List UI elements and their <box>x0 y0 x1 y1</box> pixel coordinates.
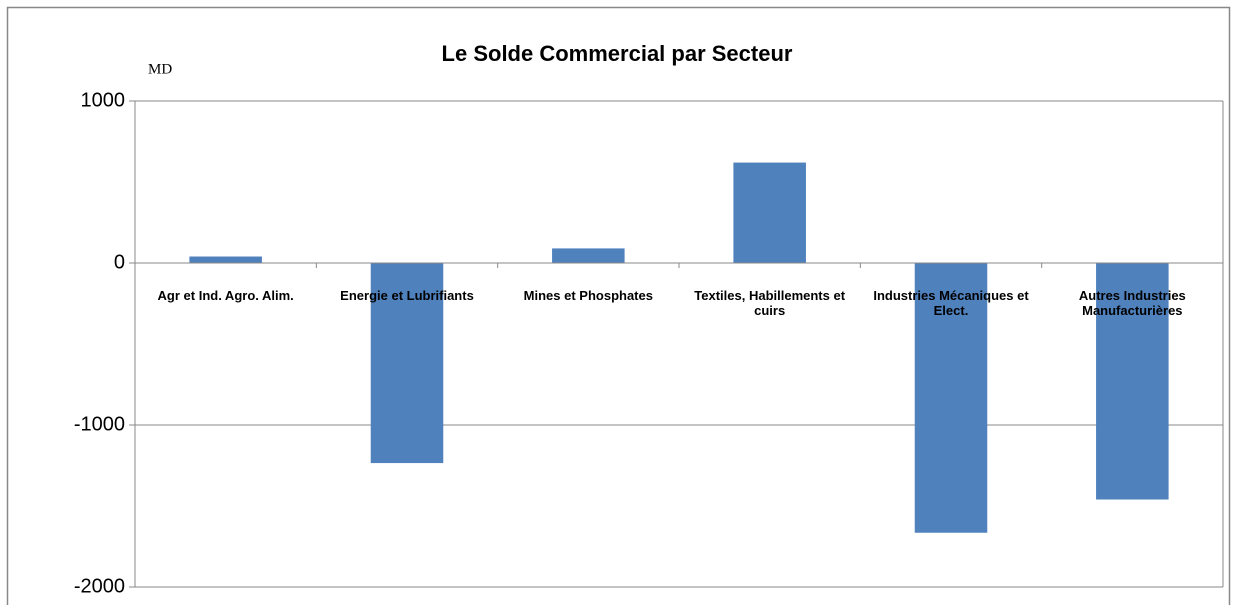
chart-border <box>6 6 1231 605</box>
bar <box>189 256 262 263</box>
x-tick-label: Textiles, Habillements et cuirs <box>694 288 846 318</box>
bar <box>733 162 806 263</box>
x-tick-label: Energie et Lubrifiants <box>340 288 474 303</box>
x-tick-label: Mines et Phosphates <box>523 288 653 303</box>
y-axis-label: MD <box>148 61 172 77</box>
bar <box>552 248 625 263</box>
y-tick-label: 0 <box>114 251 125 273</box>
y-tick-label: -2000 <box>74 575 125 597</box>
bar <box>1096 263 1169 500</box>
y-tick-label: -1000 <box>74 413 125 435</box>
bar <box>914 263 988 533</box>
chart-title: Le Solde Commercial par Secteur <box>442 41 793 66</box>
x-tick-label: Industries Mécaniques et Elect. <box>873 288 1029 318</box>
x-tick-label: Agr et Ind. Agro. Alim. <box>157 288 294 303</box>
bar <box>370 263 444 464</box>
y-tick-label: 1000 <box>81 89 126 111</box>
x-tick-label: Autres Industries Manufacturières <box>1078 288 1186 318</box>
